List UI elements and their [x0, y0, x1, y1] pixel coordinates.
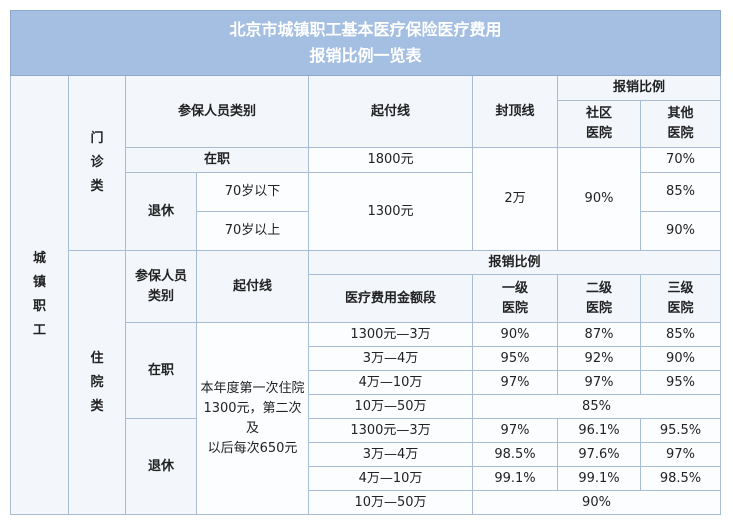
age-cell: 70岁以上 — [196, 211, 309, 251]
category-cell: 在职 — [125, 147, 309, 173]
ratio-cell: 97% — [472, 370, 558, 395]
amount-cell: 1300元—3万 — [308, 322, 473, 347]
header-text: 一级医院 — [501, 280, 528, 316]
note-line: 以后每次650元 — [207, 440, 298, 456]
ratio-cell: 95.5% — [639, 418, 722, 443]
header-text: 社区医院 — [585, 106, 612, 141]
ratio-cell: 70% — [639, 147, 722, 173]
header-cell: 参保人员类别 — [125, 250, 197, 323]
section-label: 住院类 — [68, 250, 126, 515]
title-line: 报销比例一览表 — [309, 46, 422, 65]
header-cell: 社区医院 — [557, 100, 641, 148]
group-text: 城镇职工 — [32, 251, 46, 338]
note-line: 本年度第一次住院 — [200, 380, 305, 396]
header-text: 三级医院 — [667, 280, 694, 316]
amount-cell: 3万—4万 — [308, 346, 473, 371]
ratio-cell: 90% — [471, 490, 722, 515]
deductible-cell: 本年度第一次住院 1300元，第二次及以后每次650元 — [196, 322, 309, 515]
amount-cell: 3万—4万 — [308, 442, 473, 467]
title-line: 北京市城镇职工基本医疗保险医疗费用 — [229, 20, 502, 39]
amount-cell: 4万—10万 — [308, 466, 473, 491]
header-text: 二级医院 — [585, 280, 612, 316]
category-cell: 在职 — [125, 322, 197, 419]
ratio-cell: 99.1% — [557, 466, 641, 491]
table-title: 北京市城镇职工基本医疗保险医疗费用 报销比例一览表 — [9, 10, 722, 76]
ratio-cell: 85% — [639, 172, 722, 212]
deductible-cell: 1300元 — [308, 172, 473, 251]
header-cell: 报销比例 — [556, 75, 722, 101]
section-text: 住院类 — [90, 350, 104, 414]
header-cell: 封顶线 — [472, 75, 558, 148]
ratio-cell: 92% — [557, 346, 641, 371]
header-cell: 起付线 — [308, 75, 473, 148]
header-text: 其他医院 — [667, 106, 694, 141]
group-label: 城镇职工 — [10, 75, 69, 515]
ratio-cell: 85% — [471, 394, 722, 419]
ratio-cell: 97% — [639, 442, 722, 467]
cap-cell: 2万 — [472, 147, 558, 251]
note-line: 1300元，第二次及 — [203, 400, 302, 436]
category-cell: 退休 — [125, 172, 197, 251]
section-text: 门诊类 — [90, 131, 104, 194]
amount-cell: 10万—50万 — [308, 394, 473, 419]
ratio-cell: 96.1% — [557, 418, 641, 443]
ratio-cell: 95% — [639, 370, 722, 395]
header-cell: 报销比例 — [307, 250, 722, 275]
ratio-cell: 87% — [557, 322, 641, 347]
ratio-cell: 99.1% — [472, 466, 558, 491]
ratio-cell: 90% — [472, 322, 558, 347]
header-cell: 一级医院 — [472, 274, 558, 323]
header-cell: 其他医院 — [639, 100, 722, 148]
ratio-cell: 98.5% — [472, 442, 558, 467]
header-cell: 起付线 — [196, 250, 309, 323]
ratio-cell: 97.6% — [557, 442, 641, 467]
amount-cell: 1300元—3万 — [308, 418, 473, 443]
category-cell: 退休 — [125, 418, 197, 515]
header-cell: 三级医院 — [639, 274, 722, 323]
section-label: 门诊类 — [68, 75, 126, 251]
amount-cell: 10万—50万 — [308, 490, 473, 515]
ratio-cell: 95% — [472, 346, 558, 371]
header-text: 参保人员类别 — [134, 268, 187, 304]
amount-cell: 4万—10万 — [308, 370, 473, 395]
ratio-cell: 97% — [472, 418, 558, 443]
deductible-cell: 1800元 — [308, 147, 473, 173]
ratio-cell: 90% — [557, 147, 641, 251]
header-cell: 医疗费用金额段 — [308, 274, 473, 323]
age-cell: 70岁以下 — [196, 172, 309, 212]
ratio-cell: 98.5% — [639, 466, 722, 491]
ratio-cell: 90% — [639, 346, 722, 371]
ratio-cell: 90% — [639, 211, 722, 251]
header-cell: 参保人员类别 — [125, 75, 309, 148]
ratio-cell: 85% — [639, 322, 722, 347]
header-cell: 二级医院 — [557, 274, 641, 323]
reimbursement-table: 北京市城镇职工基本医疗保险医疗费用 报销比例一览表 城镇职工 门诊类 参保人员类别… — [9, 10, 722, 515]
ratio-cell: 97% — [557, 370, 641, 395]
